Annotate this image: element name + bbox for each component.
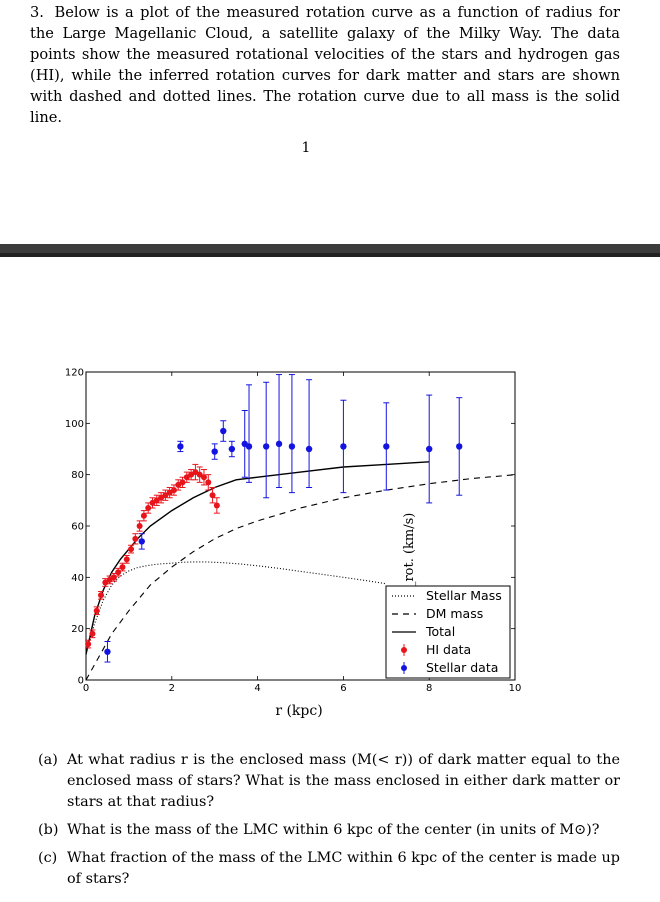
stellar-data-point [104,648,111,655]
legend-label: HI data [426,642,471,657]
stellar-data-point [228,445,236,453]
hi-data-point [85,641,92,648]
x-tick-label: 2 [169,683,175,694]
problem-statement: 3. Below is a plot of the measured rotat… [30,2,620,128]
stellar-data-point [275,440,283,448]
stellar-data-point [383,443,390,450]
question-a: (a) At what radius r is the enclosed mas… [38,750,620,813]
hi-data-point [140,512,147,519]
question-text: At what radius r is the enclosed mass (M… [67,752,620,810]
hi-data-point [136,523,143,529]
x-tick-label: 0 [83,683,89,694]
hi-data-point [209,492,216,499]
question-label: (c) [38,850,58,866]
stellar-data-point [340,443,347,450]
legend-label: Total [425,624,455,639]
problem-number: 3. [30,4,44,21]
data-points [85,374,463,663]
y-tick-label: 100 [65,419,84,430]
x-tick-label: 10 [509,683,522,694]
hi-data-point [98,592,105,599]
legend-label: Stellar Mass [426,588,502,603]
stellar-data-point [288,443,296,450]
hi-data-point [110,574,117,581]
stellar-data-point [456,443,463,450]
hi-data-point [170,487,177,494]
stellar-mass-curve [85,561,387,655]
y-tick-label: 20 [71,624,84,635]
stellar-data-point [426,445,433,453]
hi-data-point [145,505,152,512]
stellar-data-point [138,538,145,545]
x-tick-label: 4 [254,683,260,694]
page-separator [0,244,660,257]
stellar-data-point [177,443,184,450]
stellar-data-point [245,443,253,450]
hi-data-point [115,569,122,576]
hi-data-point [200,474,207,481]
hi-data-point [132,535,139,542]
hi-data-point [93,607,100,614]
question-text: What is the mass of the LMC within 6 kpc… [67,822,600,838]
y-tick-label: 80 [71,470,84,481]
legend-label: DM mass [426,606,483,621]
hi-data-point [128,546,135,553]
hi-data-point [213,502,220,509]
stellar-data-point [305,445,313,453]
question-label: (a) [38,752,58,768]
legend-label: Stellar data [426,660,498,675]
dm-mass-curve [85,474,516,681]
x-axis-label: r (kpc) [275,703,322,719]
problem-text: Below is a plot of the measured rotation… [30,4,621,126]
question-b: (b) What is the mass of the LMC within 6… [38,820,620,841]
page-number: 1 [301,140,311,156]
y-axis-label: v_rot. (km/s) [402,513,417,597]
stellar-data-point [220,427,227,435]
question-label: (b) [38,822,59,838]
stellar-data-point [211,448,218,455]
hi-data-point [123,556,130,563]
hi-data-point [119,564,126,571]
hi-data-point [205,479,212,486]
question-text: What fraction of the mass of the LMC wit… [67,850,620,887]
x-tick-label: 6 [340,683,346,694]
total-curve [85,461,430,655]
y-tick-label: 60 [71,522,84,533]
x-tick-label: 8 [426,683,432,694]
legend-marker [401,647,407,653]
hi-data-point [179,479,186,486]
questions: (a) At what radius r is the enclosed mas… [38,750,620,897]
y-tick-label: 40 [71,573,84,584]
y-tick-label: 120 [65,368,84,379]
question-c: (c) What fraction of the mass of the LMC… [38,848,620,890]
y-tick-label: 0 [78,676,84,687]
legend-marker [401,665,407,671]
legend: Stellar Mass DM mass Total HI data Stellar d… [385,585,511,679]
hi-data-point [89,630,96,637]
stellar-data-point [262,443,270,450]
